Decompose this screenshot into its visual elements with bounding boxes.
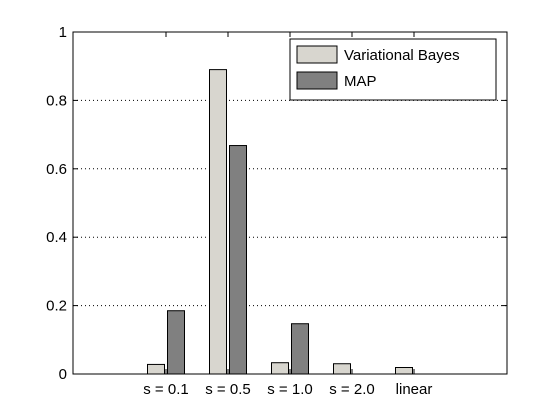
x-tick-label: linear bbox=[396, 381, 433, 398]
bars bbox=[147, 69, 413, 375]
y-tick-label: 0.8 bbox=[46, 92, 67, 109]
bar-map-2 bbox=[291, 323, 309, 375]
bar-variational-bayes-4 bbox=[395, 367, 413, 375]
bar-map-0 bbox=[167, 310, 185, 375]
bar-variational-bayes-2 bbox=[271, 362, 289, 375]
y-tick-label: 1 bbox=[59, 24, 67, 41]
y-tick-label: 0 bbox=[59, 366, 67, 383]
x-tick-label: s = 1.0 bbox=[267, 381, 312, 398]
y-tick-label: 0.6 bbox=[46, 161, 67, 178]
legend-swatch-variational-bayes bbox=[296, 45, 338, 64]
x-axis-ticks: s = 0.1 s = 0.5 s = 1.0 s = 2.0 linear bbox=[143, 32, 432, 398]
legend: Variational Bayes MAP bbox=[289, 38, 497, 101]
y-tick-label: 0.2 bbox=[46, 298, 67, 315]
bar-map-1 bbox=[229, 145, 247, 375]
bar-variational-bayes-1 bbox=[209, 69, 227, 375]
x-tick-label: s = 2.0 bbox=[329, 381, 374, 398]
y-axis-ticks: 0 0.2 0.4 0.6 0.8 1 bbox=[46, 24, 507, 383]
bar-variational-bayes-0 bbox=[147, 363, 165, 375]
x-tick-label: s = 0.5 bbox=[205, 381, 250, 398]
y-tick-label: 0.4 bbox=[46, 229, 67, 246]
legend-label-variational-bayes: Variational Bayes bbox=[344, 47, 460, 64]
bar-variational-bayes-3 bbox=[333, 363, 351, 375]
legend-swatch-map bbox=[296, 71, 338, 90]
x-tick-label: s = 0.1 bbox=[143, 381, 188, 398]
legend-label-map: MAP bbox=[344, 73, 377, 90]
